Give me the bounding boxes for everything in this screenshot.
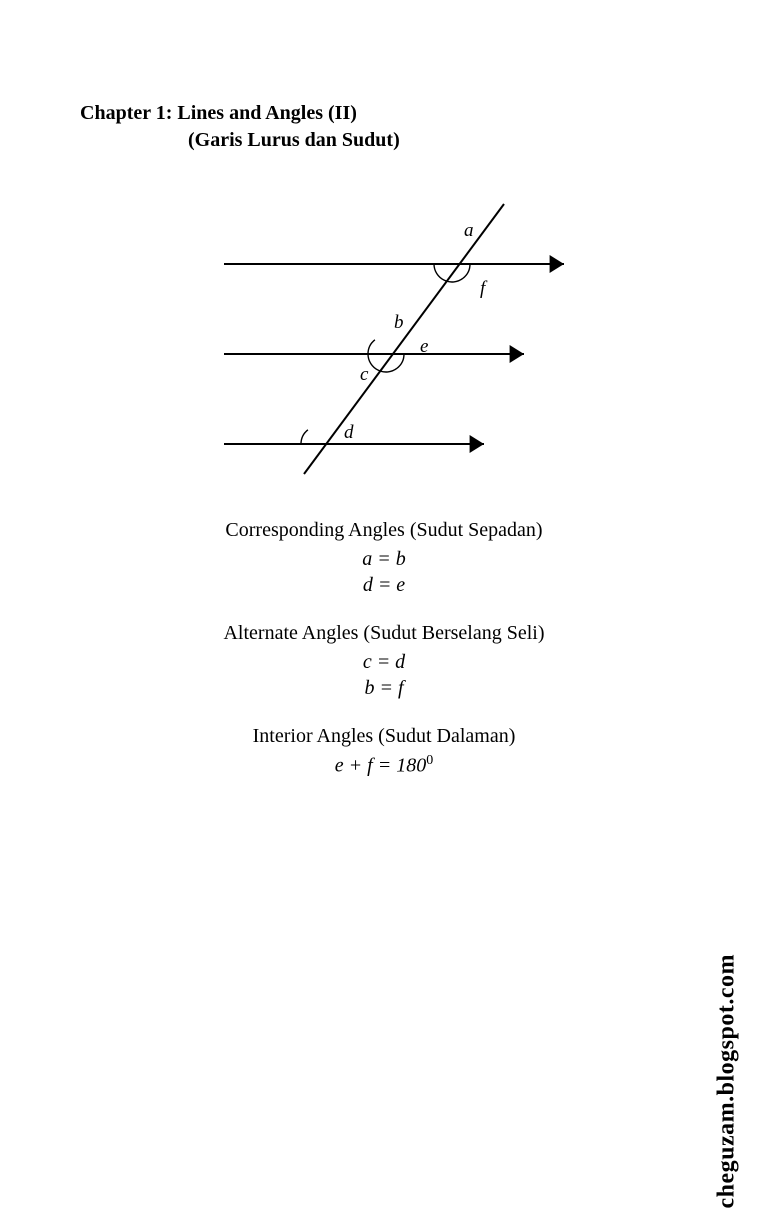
document-page: Chapter 1: Lines and Angles (II) (Garis … (0, 0, 768, 819)
angles-diagram: a f be c d (194, 194, 574, 489)
angle-rule-section: Corresponding Angles (Sudut Sepadan) a = … (80, 519, 688, 598)
section-title: Alternate Angles (Sudut Berselang Seli) (80, 622, 688, 645)
equation-line: b = f (80, 675, 688, 701)
equation-line: e + f = 1800 (80, 752, 688, 779)
chapter-title-line2: (Garis Lurus dan Sudut) (80, 127, 688, 154)
watermark-text: cheguzam.blogspot.com (713, 954, 740, 1208)
equation-line: d = e (80, 572, 688, 598)
svg-text:e: e (420, 336, 428, 357)
equation-line: a = b (80, 546, 688, 572)
svg-text:a: a (464, 220, 474, 241)
angle-rule-section: Alternate Angles (Sudut Berselang Seli) c… (80, 622, 688, 701)
svg-text:d: d (344, 422, 354, 443)
angle-rules-sections: Corresponding Angles (Sudut Sepadan) a = … (80, 519, 688, 779)
section-title: Interior Angles (Sudut Dalaman) (80, 725, 688, 748)
angle-rule-section: Interior Angles (Sudut Dalaman) e + f = 1… (80, 725, 688, 779)
svg-text:b: b (394, 312, 404, 333)
equation-line: c = d (80, 649, 688, 675)
svg-text:c: c (360, 364, 369, 385)
chapter-title-block: Chapter 1: Lines and Angles (II) (Garis … (80, 100, 688, 154)
svg-text:f: f (480, 278, 488, 299)
chapter-title-line1: Chapter 1: Lines and Angles (II) (80, 100, 688, 127)
section-title: Corresponding Angles (Sudut Sepadan) (80, 519, 688, 542)
